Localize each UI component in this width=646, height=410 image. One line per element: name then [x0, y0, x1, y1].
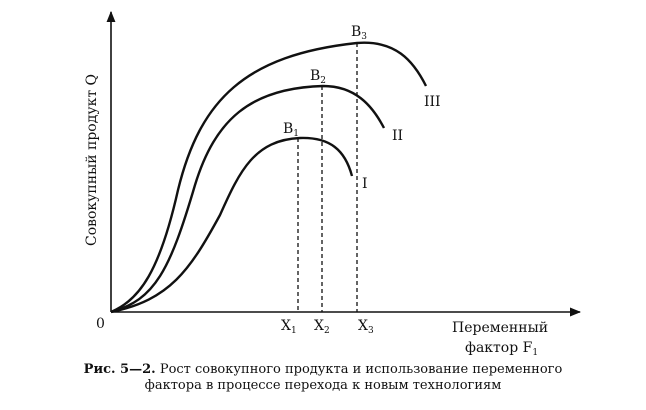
x-tick-x1: X1	[281, 318, 297, 336]
x-axis-label-line1: Переменный	[452, 320, 548, 336]
curve-label-II: II	[392, 128, 403, 144]
caption-line1: Рост совокупного продукта и использовани…	[159, 362, 563, 377]
peak-label-b3: B3	[351, 24, 367, 42]
y-axis-label: Совокупный продукт Q	[84, 74, 100, 246]
origin-label: 0	[96, 316, 105, 332]
peak-label-b1: B1	[283, 121, 299, 139]
x-tick-x3: X3	[358, 318, 374, 336]
curve-II	[110, 84, 386, 314]
peak-label-b2: B2	[310, 68, 326, 86]
caption-label: Рис. 5—2.	[83, 362, 156, 377]
figure-caption: Рис. 5—2. Рост совокупного продукта и ис…	[0, 362, 646, 394]
x-axis-label-line2: фактор F1	[465, 340, 538, 358]
curve-III	[110, 41, 428, 314]
curve-I	[110, 136, 354, 314]
curve-label-I: I	[362, 176, 368, 192]
curve-label-III: III	[424, 94, 441, 110]
x-tick-x2: X2	[314, 318, 330, 336]
caption-line2: фактора в процессе перехода к новым техн…	[144, 378, 502, 393]
